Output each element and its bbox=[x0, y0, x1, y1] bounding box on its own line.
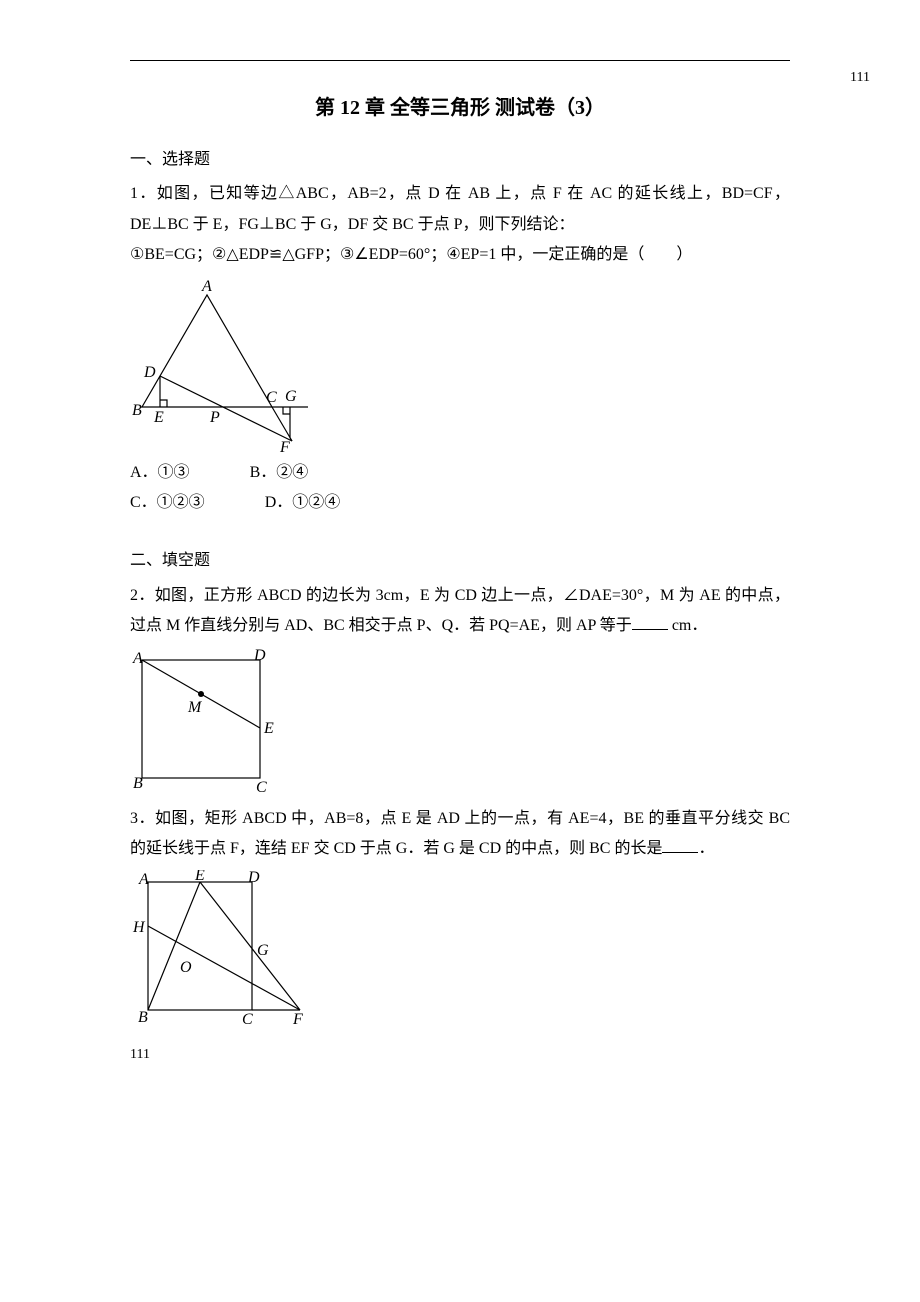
fig1-label-F: F bbox=[279, 439, 290, 452]
q2-unit: cm． bbox=[672, 617, 708, 634]
fig2-label-M: M bbox=[187, 699, 203, 716]
q1-optA: A．①③ bbox=[130, 458, 190, 488]
page-number-bottom: 111 bbox=[130, 1042, 790, 1069]
section2-heading: 二、填空题 bbox=[130, 546, 790, 576]
fig3-label-E: E bbox=[194, 870, 205, 884]
fig3-label-A: A bbox=[138, 871, 149, 888]
fig2-label-C: C bbox=[256, 779, 267, 796]
fig3-label-O: O bbox=[180, 959, 192, 976]
fig3-label-G: G bbox=[257, 942, 269, 959]
q1-line2: ①BE=CG；②△EDP≌△GFP；③∠EDP=60°；④EP=1 中，一定正确… bbox=[130, 240, 790, 270]
fig3-label-F: F bbox=[292, 1011, 303, 1028]
top-rule bbox=[130, 60, 790, 61]
q1-optD: D．①②④ bbox=[265, 488, 341, 518]
q1-options: A．①③ B．②④ C．①②③ D．①②④ bbox=[130, 458, 790, 519]
section1-heading: 一、选择题 bbox=[130, 145, 790, 175]
fig1-label-P: P bbox=[209, 409, 220, 426]
fig1-label-A: A bbox=[201, 278, 212, 295]
q1-line1: 1．如图，已知等边△ABC，AB=2，点 D 在 AB 上，点 F 在 AC 的… bbox=[130, 179, 790, 240]
fig3-label-D: D bbox=[247, 870, 260, 886]
q2-blank bbox=[632, 614, 668, 630]
fig3-label-B: B bbox=[138, 1009, 148, 1026]
figure-2: A D B C E M bbox=[130, 648, 790, 798]
fig2-label-D: D bbox=[253, 648, 266, 664]
fig2-label-B: B bbox=[133, 775, 143, 792]
q2-text: 2．如图，正方形 ABCD 的边长为 3cm，E 为 CD 边上一点，∠DAE=… bbox=[130, 581, 790, 642]
document-title: 第 12 章 全等三角形 测试卷（3） bbox=[130, 89, 790, 127]
q1-optB: B．②④ bbox=[250, 458, 309, 488]
q3-text: 3．如图，矩形 ABCD 中，AB=8，点 E 是 AD 上的一点，有 AE=4… bbox=[130, 804, 790, 865]
fig3-label-C: C bbox=[242, 1011, 253, 1028]
fig1-label-G: G bbox=[285, 388, 297, 405]
q3-blank bbox=[662, 837, 698, 853]
fig1-label-C: C bbox=[266, 389, 277, 406]
q1-optC: C．①②③ bbox=[130, 488, 205, 518]
figure-1: A B C D E P G F bbox=[130, 277, 790, 452]
fig1-label-B: B bbox=[132, 402, 142, 419]
fig1-label-E: E bbox=[153, 409, 164, 426]
q3-period: ． bbox=[698, 840, 714, 857]
fig1-label-D: D bbox=[143, 364, 156, 381]
fig3-label-H: H bbox=[132, 919, 146, 936]
page-number-top: 111 bbox=[850, 65, 870, 92]
fig2-label-E: E bbox=[263, 720, 274, 737]
fig2-label-A: A bbox=[132, 650, 143, 667]
figure-3: A E D H G O B C F bbox=[130, 870, 790, 1030]
